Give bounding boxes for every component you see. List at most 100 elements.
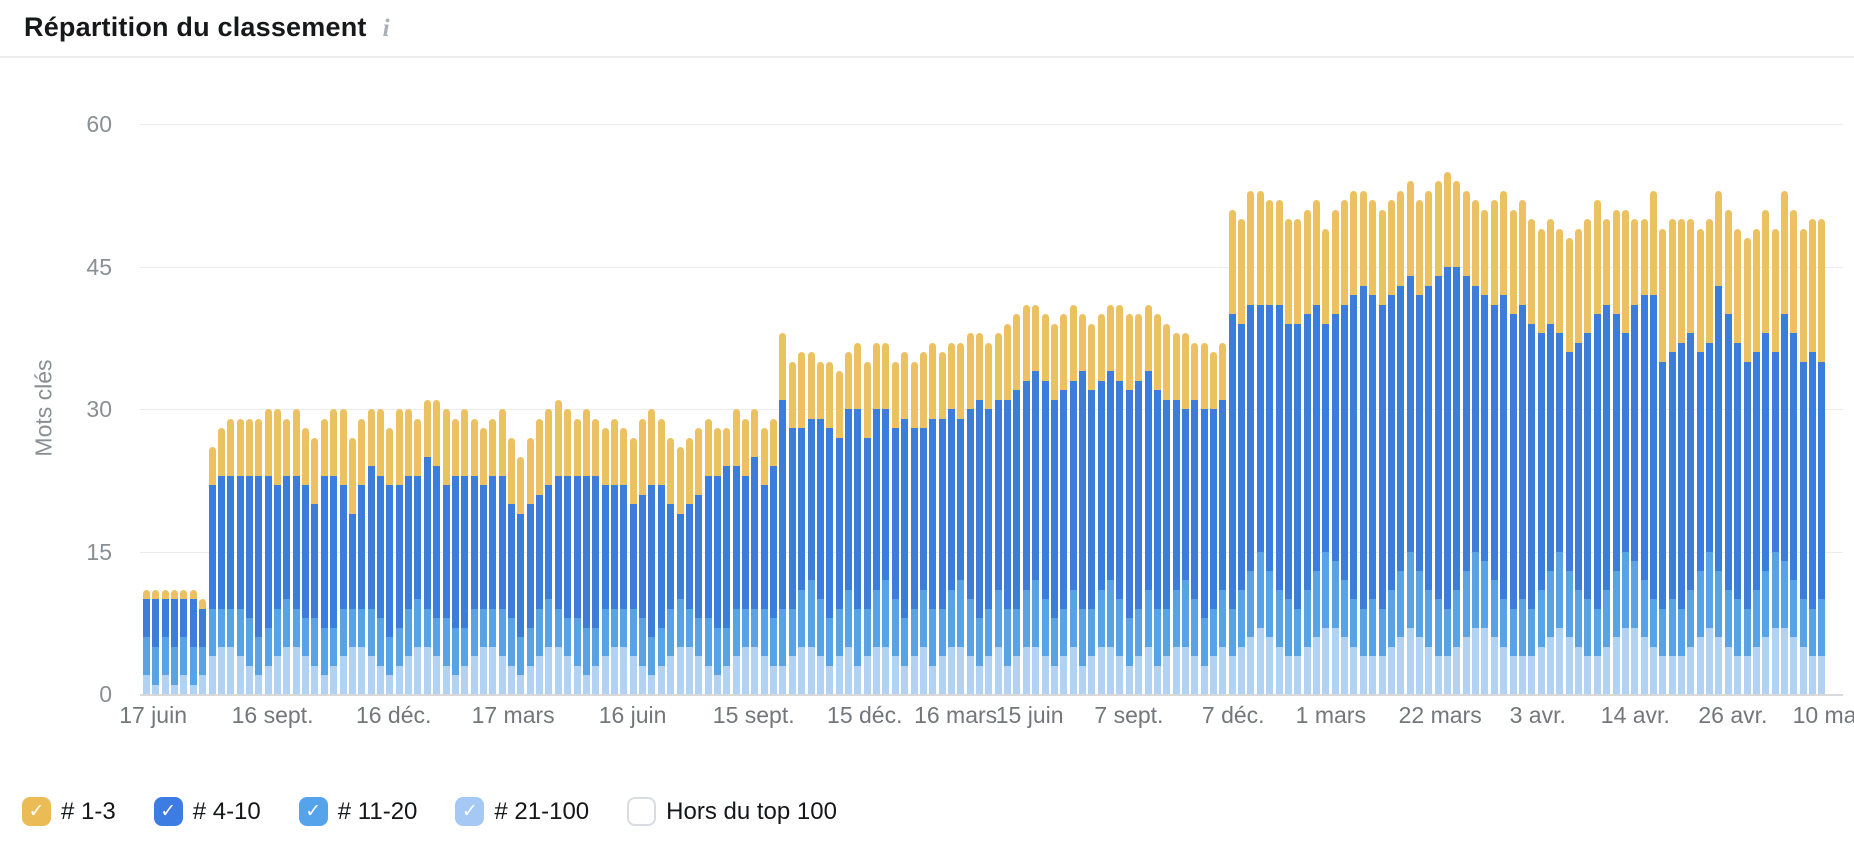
bar-65[interactable]: [751, 409, 759, 694]
bar-178[interactable]: [1809, 219, 1817, 694]
bar-61[interactable]: [713, 428, 721, 694]
bar-138[interactable]: [1434, 181, 1442, 694]
bar-0[interactable]: [143, 589, 150, 694]
bar-56[interactable]: [667, 437, 675, 694]
bar-146[interactable]: [1509, 209, 1517, 694]
bar-97[interactable]: [1050, 323, 1058, 694]
checkbox-unchecked-icon[interactable]: [627, 797, 657, 826]
bar-152[interactable]: [1565, 238, 1573, 694]
bar-69[interactable]: [788, 361, 796, 694]
bar-15[interactable]: [283, 418, 291, 694]
bar-153[interactable]: [1575, 228, 1583, 694]
bar-39[interactable]: [508, 437, 516, 694]
bar-114[interactable]: [1210, 352, 1218, 694]
bar-37[interactable]: [489, 418, 497, 694]
bar-64[interactable]: [742, 418, 750, 694]
bar-102[interactable]: [1097, 314, 1105, 694]
bar-149[interactable]: [1537, 228, 1545, 694]
bar-133[interactable]: [1387, 200, 1395, 694]
bar-29[interactable]: [414, 418, 422, 694]
bar-101[interactable]: [1088, 323, 1096, 694]
bar-106[interactable]: [1135, 314, 1143, 694]
bar-160[interactable]: [1640, 219, 1648, 694]
bar-154[interactable]: [1584, 219, 1592, 694]
bar-111[interactable]: [1181, 333, 1189, 694]
bar-57[interactable]: [676, 447, 684, 694]
bar-7[interactable]: [208, 447, 216, 694]
bar-54[interactable]: [648, 409, 656, 694]
bar-6[interactable]: [199, 599, 207, 694]
bar-139[interactable]: [1444, 171, 1452, 694]
bar-150[interactable]: [1547, 219, 1554, 694]
bar-167[interactable]: [1706, 219, 1714, 694]
bar-103[interactable]: [1107, 304, 1115, 694]
bar-59[interactable]: [695, 428, 703, 694]
bar-136[interactable]: [1415, 200, 1423, 694]
bar-107[interactable]: [1144, 304, 1152, 694]
bar-124[interactable]: [1303, 209, 1311, 694]
bar-125[interactable]: [1313, 200, 1320, 694]
bar-51[interactable]: [620, 428, 628, 694]
legend-item-11-20[interactable]: ✓ # 11-20: [298, 797, 417, 826]
bar-21[interactable]: [339, 409, 347, 694]
bar-4[interactable]: [180, 589, 188, 694]
checkbox-checked-icon[interactable]: ✓: [153, 797, 183, 826]
bar-121[interactable]: [1275, 200, 1283, 694]
bar-168[interactable]: [1715, 190, 1723, 694]
bar-13[interactable]: [264, 409, 272, 694]
checkbox-checked-icon[interactable]: ✓: [298, 797, 328, 826]
bar-66[interactable]: [760, 428, 768, 694]
bar-137[interactable]: [1425, 190, 1433, 694]
bar-35[interactable]: [470, 418, 478, 694]
bar-67[interactable]: [770, 418, 778, 694]
bar-20[interactable]: [330, 409, 338, 694]
bar-129[interactable]: [1350, 190, 1358, 694]
bar-104[interactable]: [1116, 304, 1124, 694]
bar-83[interactable]: [919, 352, 927, 694]
bar-89[interactable]: [976, 333, 984, 694]
bar-135[interactable]: [1406, 181, 1414, 694]
bar-11[interactable]: [245, 418, 253, 694]
bar-108[interactable]: [1153, 314, 1161, 694]
bar-166[interactable]: [1696, 228, 1704, 694]
bar-72[interactable]: [816, 361, 824, 694]
bar-144[interactable]: [1490, 200, 1498, 694]
bar-63[interactable]: [732, 409, 740, 694]
legend-item-horsdutop100[interactable]: Hors du top 100: [627, 797, 837, 826]
bar-94[interactable]: [1022, 304, 1030, 694]
bar-164[interactable]: [1678, 219, 1686, 694]
bar-86[interactable]: [947, 342, 955, 694]
bar-41[interactable]: [526, 437, 534, 694]
bar-142[interactable]: [1472, 200, 1480, 694]
bar-157[interactable]: [1612, 209, 1620, 694]
bar-8[interactable]: [217, 428, 225, 694]
bar-116[interactable]: [1228, 209, 1236, 694]
bar-175[interactable]: [1781, 190, 1788, 694]
bar-60[interactable]: [704, 418, 712, 694]
bar-23[interactable]: [358, 418, 366, 694]
bar-158[interactable]: [1621, 209, 1629, 694]
bar-38[interactable]: [498, 409, 506, 694]
bar-173[interactable]: [1762, 209, 1770, 694]
bar-49[interactable]: [601, 428, 609, 694]
bar-73[interactable]: [826, 361, 834, 694]
bar-127[interactable]: [1331, 209, 1339, 694]
bar-27[interactable]: [395, 409, 403, 694]
bar-115[interactable]: [1219, 342, 1227, 694]
bar-161[interactable]: [1649, 190, 1657, 694]
bar-118[interactable]: [1247, 190, 1255, 694]
legend-item-4-10[interactable]: ✓ # 4-10: [153, 797, 261, 826]
bar-12[interactable]: [255, 418, 263, 694]
bar-140[interactable]: [1453, 181, 1461, 694]
bar-93[interactable]: [1013, 314, 1021, 694]
bar-40[interactable]: [517, 456, 525, 694]
bar-96[interactable]: [1041, 314, 1049, 694]
bar-53[interactable]: [639, 418, 647, 694]
bar-109[interactable]: [1163, 323, 1171, 694]
bar-179[interactable]: [1818, 219, 1826, 694]
bar-141[interactable]: [1462, 190, 1470, 694]
bar-24[interactable]: [367, 409, 375, 694]
bar-52[interactable]: [629, 437, 637, 694]
bar-155[interactable]: [1593, 200, 1601, 694]
bar-98[interactable]: [1060, 314, 1068, 694]
